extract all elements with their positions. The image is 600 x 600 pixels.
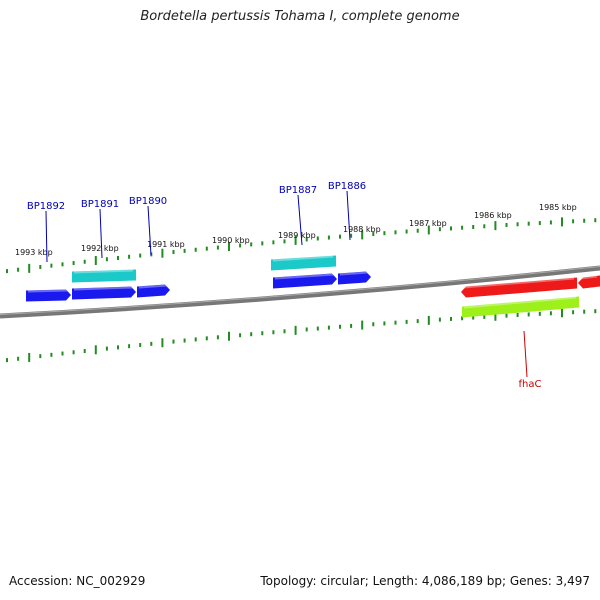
gene-feature [271, 255, 336, 271]
gene-feature [461, 277, 577, 298]
gene-highlight [73, 269, 134, 274]
gene-label-bp1892: BP1892 [27, 201, 65, 212]
gene-highlight [138, 284, 168, 289]
gene-fhac [462, 296, 579, 318]
accession-text: Accession: NC_002929 [9, 574, 146, 588]
scale-labels: 1993 kbp 1992 kbp 1991 kbp 1990 kbp 1989 kbp… [15, 203, 577, 257]
genome-backbone [0, 265, 600, 319]
gene-bp1887 [273, 273, 337, 289]
gene-highlight [462, 277, 575, 289]
gene-bp1892 [26, 289, 71, 302]
gene-highlight [579, 275, 598, 280]
gene-feature [72, 269, 136, 283]
scale-label: 1988 kbp [343, 225, 381, 234]
leader-line [297, 194, 303, 246]
scale-label: 1992 kbp [81, 244, 119, 253]
gene-bp1890 [137, 284, 170, 298]
scale-label: 1993 kbp [15, 248, 53, 257]
gene-highlight [27, 289, 69, 293]
gene-bp1891 [72, 286, 136, 300]
leader-line [147, 205, 152, 256]
gene-highlight [73, 286, 134, 291]
gene-highlight [272, 255, 334, 262]
summary-text: Topology: circular; Length: 4,086,189 bp… [260, 574, 590, 588]
leader-line [99, 208, 103, 259]
gene-label-bp1886: BP1886 [328, 181, 366, 192]
label-leaders [45, 190, 528, 378]
scale-label: 1987 kbp [409, 219, 447, 228]
leader-line [45, 210, 48, 263]
scale-label: 1991 kbp [147, 240, 185, 249]
outer-tick-track [6, 217, 597, 274]
gene-features [26, 255, 600, 318]
gene-label-bp1890: BP1890 [129, 196, 167, 207]
scale-label: 1985 kbp [539, 203, 577, 212]
scale-label: 1989 kbp [278, 231, 316, 240]
leader-line [346, 190, 351, 241]
map-title: Bordetella pertussis Tohama I, complete … [140, 9, 460, 24]
scale-label: 1986 kbp [474, 211, 512, 220]
leader-line [523, 330, 528, 378]
gene-labels: BP1892 BP1891 BP1890 BP1887 BP1886 fhaC [27, 181, 542, 390]
gene-highlight [339, 271, 369, 276]
scale-label: 1990 kbp [212, 236, 250, 245]
gene-highlight [274, 273, 335, 280]
gene-label-bp1887: BP1887 [279, 185, 317, 196]
gene-label-bp1891: BP1891 [81, 199, 119, 210]
gene-label-fhac: fhaC [519, 379, 542, 390]
gene-highlight [463, 296, 577, 309]
inner-tick-track [6, 308, 597, 363]
gene-feature [578, 275, 600, 289]
gene-bp1886 [338, 271, 371, 285]
